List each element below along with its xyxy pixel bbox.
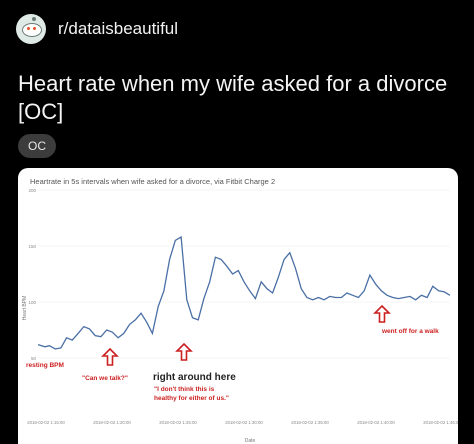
- y-tick-label: 150: [28, 244, 36, 249]
- chart-title: Heartrate in 5s intervals when wife aske…: [30, 177, 275, 186]
- x-tick-label: 2018-02-02 1:20:00: [93, 420, 131, 425]
- y-tick-label: 50: [31, 356, 37, 361]
- flair-badge[interactable]: OC: [18, 134, 56, 158]
- arrow-up-icon: [101, 347, 119, 366]
- x-tick-label: 2018-02-02 1:35:00: [291, 420, 329, 425]
- arrow-up-icon: [175, 342, 193, 361]
- chart-card[interactable]: Heartrate in 5s intervals when wife aske…: [18, 168, 458, 444]
- y-axis-label: Heart BPM: [22, 296, 28, 320]
- post-header: r/dataisbeautiful: [16, 14, 178, 44]
- snoo-eye-left: [27, 27, 30, 30]
- x-axis-label: Date: [245, 438, 256, 444]
- annotation-arrows: [101, 304, 391, 366]
- post-title[interactable]: Heart rate when my wife asked for a divo…: [18, 71, 448, 124]
- heart-rate-chart: Heartrate in 5s intervals when wife aske…: [22, 177, 458, 444]
- y-tick-label: 200: [28, 188, 36, 193]
- annotation-resting-bpm: resting BPM: [26, 362, 64, 369]
- antenna-icon: [32, 17, 36, 21]
- y-tick-label: 100: [28, 300, 36, 305]
- x-tick-labels: 2018-02-02 1:15:00 2018-02-02 1:20:00 2018…: [27, 420, 458, 425]
- annotation-went-for-walk: went off for a walk: [381, 328, 439, 335]
- y-tick-labels: 50 100 150 200: [28, 188, 36, 361]
- subreddit-avatar[interactable]: [16, 14, 46, 44]
- subreddit-name[interactable]: r/dataisbeautiful: [58, 19, 179, 38]
- x-tick-label: 2018-02-02 1:25:00: [159, 420, 197, 425]
- snoo-eye-right: [33, 27, 36, 30]
- annotation-quote: "I don't think this is healthy for eithe…: [154, 386, 229, 402]
- grid-lines: [38, 189, 450, 359]
- annotation-can-we-talk: "Can we talk?": [82, 375, 128, 382]
- x-tick-label: 2018-02-02 1:40:00: [357, 420, 395, 425]
- x-tick-label: 2018-02-02 1:30:00: [225, 420, 263, 425]
- x-tick-label: 2018-02-02 1:15:00: [27, 420, 65, 425]
- snoo-icon: [22, 23, 42, 37]
- x-tick-label: 2018-02-02 1:45:00: [423, 420, 458, 425]
- annotation-right-around-here: right around here: [153, 372, 236, 383]
- heart-rate-line: [37, 235, 451, 350]
- arrow-up-icon: [373, 304, 391, 323]
